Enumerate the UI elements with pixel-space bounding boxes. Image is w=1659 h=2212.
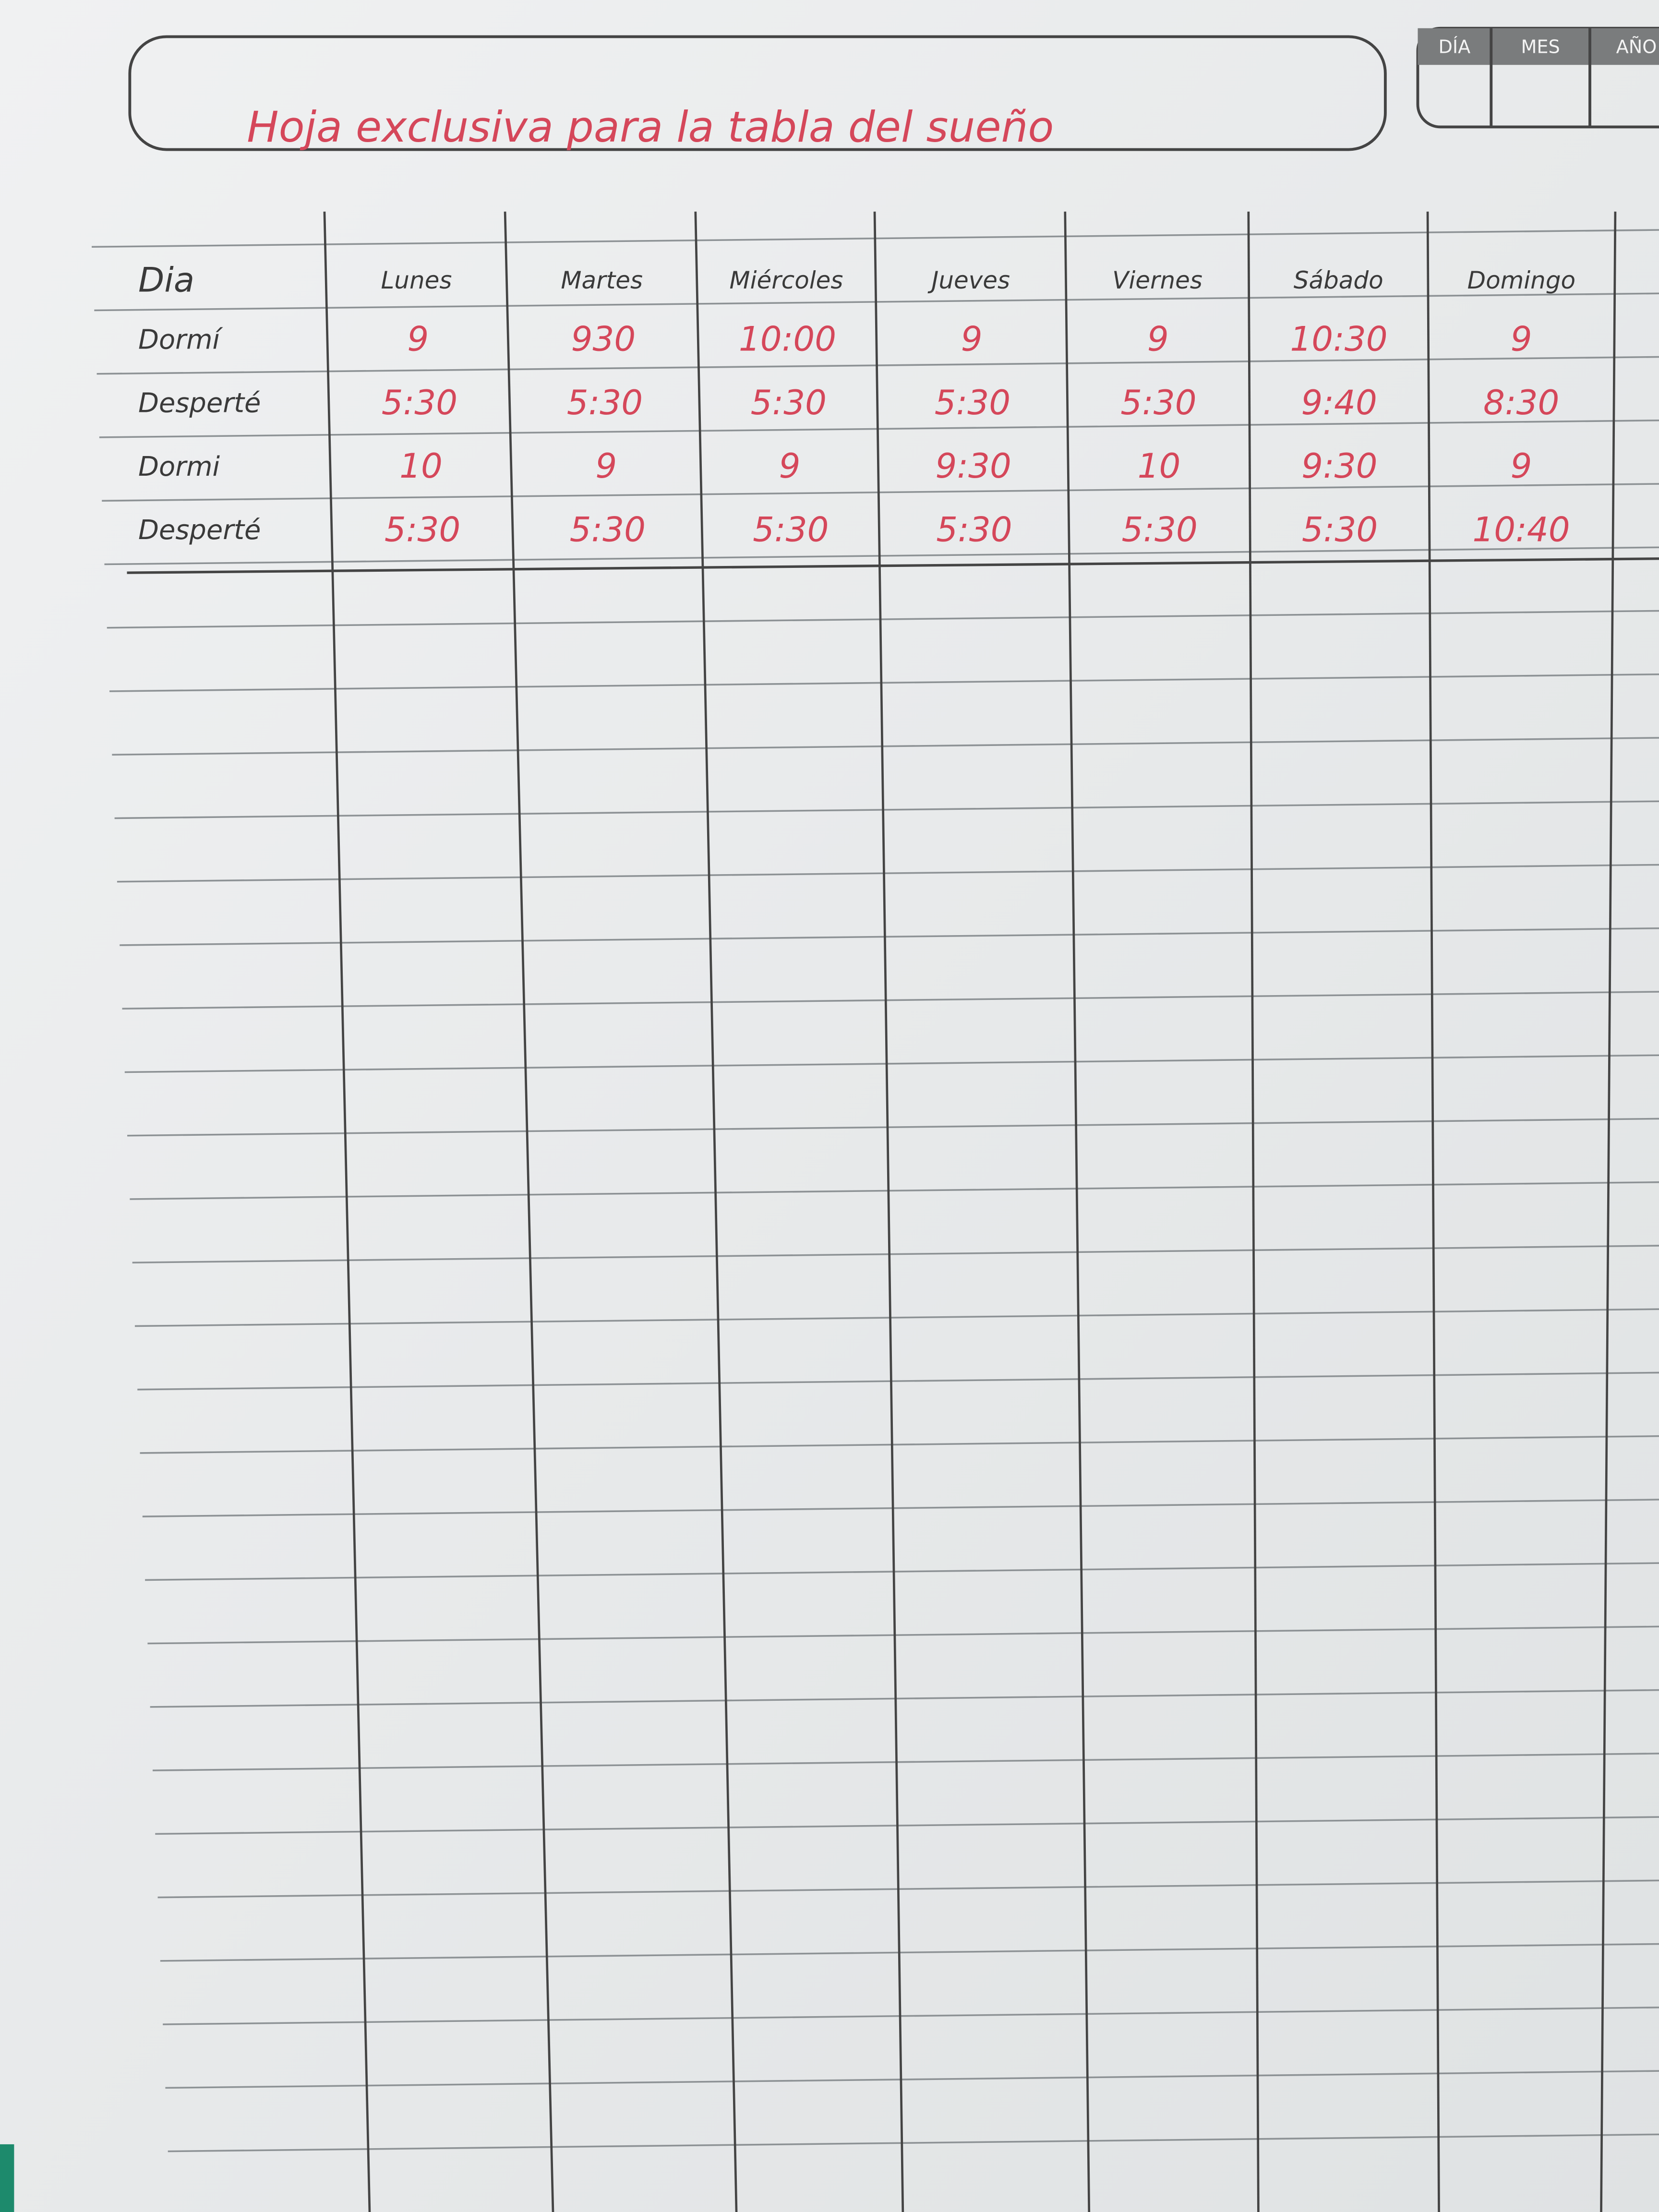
cell-value: 9 xyxy=(1511,320,1532,359)
cell-value: 5:30 xyxy=(1121,510,1197,549)
ruled-line xyxy=(134,1308,1659,1327)
cell-value: 10 xyxy=(1138,446,1181,486)
cell-value: 9 xyxy=(961,320,983,359)
column-header: Martes xyxy=(561,266,643,294)
column-header: Viernes xyxy=(1112,266,1202,294)
cell-value: 5:30 xyxy=(751,383,827,422)
column-line xyxy=(1600,211,1617,2212)
column-line xyxy=(694,211,738,2212)
cell-value: 10:40 xyxy=(1472,510,1570,549)
ruled-line xyxy=(160,1943,1659,1962)
cell-value: 10:30 xyxy=(1290,320,1387,359)
cell-value: 10 xyxy=(399,446,443,486)
column-line xyxy=(873,211,904,2212)
cell-value: 9 xyxy=(1511,446,1532,486)
ruled-line xyxy=(114,800,1659,819)
ruled-line xyxy=(168,2133,1659,2152)
ruled-line xyxy=(99,419,1659,438)
table: Dia Lunes Martes Miércoles Jueves Viernes Sába… xyxy=(138,260,1575,549)
column-header: Jueves xyxy=(927,266,1010,294)
ruled-line xyxy=(112,737,1659,756)
ruled-line xyxy=(163,2007,1659,2025)
column-header: Domingo xyxy=(1467,266,1575,294)
cell-value: 5:30 xyxy=(382,383,457,422)
cell-value: 5:30 xyxy=(1120,383,1196,422)
cell-value: 930 xyxy=(571,320,636,359)
ruled-line xyxy=(102,483,1659,502)
cell-value: 9 xyxy=(407,320,429,359)
ruled-line xyxy=(165,2070,1659,2089)
ruled-line xyxy=(137,1371,1659,1391)
ruled-line xyxy=(140,1435,1659,1454)
cell-value: 9:30 xyxy=(936,446,1011,486)
cell-value: 9:30 xyxy=(1301,446,1377,486)
row-label: Desperté xyxy=(138,388,261,419)
cell-value: 5:30 xyxy=(935,383,1010,422)
ruled-line xyxy=(157,1879,1659,1899)
row-label: Dormi xyxy=(138,451,220,482)
cell-value: 5:30 xyxy=(385,510,460,549)
ruled-line xyxy=(109,673,1659,692)
ruled-line xyxy=(127,1118,1659,1137)
ruled-line xyxy=(107,610,1659,629)
ruled-line xyxy=(124,1054,1659,1073)
column-line xyxy=(1064,211,1091,2212)
ruled-line xyxy=(117,864,1659,883)
column-line xyxy=(1426,211,1440,2212)
cell-value: 9 xyxy=(779,446,801,486)
date-label: DÍA xyxy=(1438,35,1470,58)
cover-edge xyxy=(0,2144,14,2212)
column-line xyxy=(323,211,371,2212)
column-header: Miércoles xyxy=(730,266,843,294)
title-box xyxy=(128,35,1387,151)
row-label: Dormí xyxy=(138,324,223,355)
ruled-line xyxy=(130,1181,1659,1200)
row-label: Desperté xyxy=(138,515,261,546)
date-box-header xyxy=(1418,28,1659,65)
column-line xyxy=(1247,211,1260,2212)
date-label: AÑO xyxy=(1616,35,1657,58)
cell-value: 10:00 xyxy=(739,320,836,359)
page-title: Hoja exclusiva para la tabla del sueño xyxy=(247,102,1054,152)
cell-value: 5:30 xyxy=(753,510,829,549)
cell-value: 8:30 xyxy=(1483,383,1559,422)
cell-value: 5:30 xyxy=(570,510,646,549)
cell-value: 5:30 xyxy=(567,383,643,422)
date-labels: DÍA MES AÑO xyxy=(1438,35,1657,58)
ruled-line xyxy=(122,991,1659,1010)
date-label: MES xyxy=(1521,36,1560,58)
cell-value: 9 xyxy=(595,446,617,486)
ruled-line xyxy=(142,1499,1659,1517)
cell-value: 9 xyxy=(1147,320,1169,359)
column-header: Lunes xyxy=(381,266,452,294)
ruled-line xyxy=(120,927,1659,946)
ruled-line xyxy=(147,1625,1659,1645)
ruled-line xyxy=(132,1245,1659,1263)
cell-value: 9:40 xyxy=(1301,383,1377,422)
table-bottom xyxy=(127,557,1659,574)
grid xyxy=(92,211,1659,2212)
ruled-line xyxy=(145,1562,1659,1581)
ruled-line xyxy=(150,1689,1659,1708)
column-line xyxy=(504,211,554,2212)
row-header-label: Dia xyxy=(138,260,194,300)
column-header: Sábado xyxy=(1294,266,1383,294)
cell-value: 5:30 xyxy=(1302,510,1378,549)
ruled-line xyxy=(104,546,1659,565)
ruled-line xyxy=(152,1753,1659,1771)
ruled-line xyxy=(155,1816,1659,1835)
cell-value: 5:30 xyxy=(936,510,1012,549)
